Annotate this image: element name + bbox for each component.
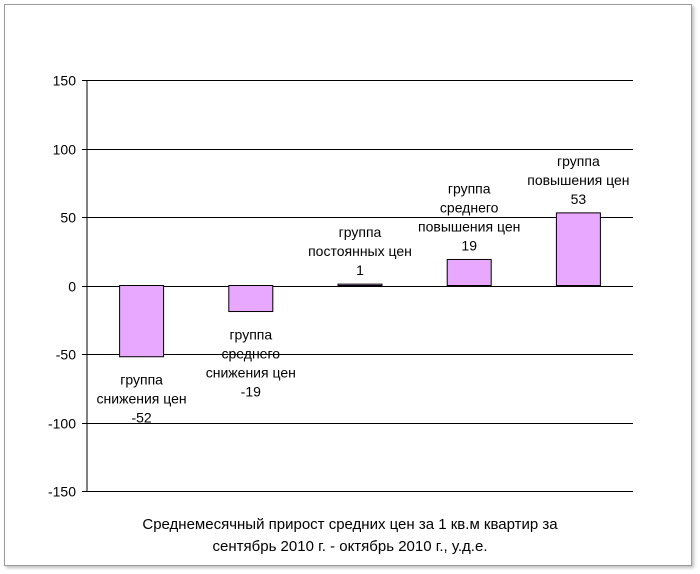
category-label: среднего: [222, 346, 281, 362]
bar: [337, 283, 383, 287]
data-label: группа постоянных цен 1: [308, 224, 412, 278]
caption-line-1: Среднемесячный прирост средних цен за 1 …: [142, 516, 558, 533]
category-label: снижения цен: [97, 391, 187, 407]
data-value-label: 1: [356, 262, 364, 278]
chart-caption: Среднемесячный прирост средних цен за 1 …: [0, 514, 700, 558]
category-label: группа: [339, 224, 382, 240]
data-value-label: 53: [571, 191, 587, 207]
caption-line-2: сентябрь 2010 г. - октябрь 2010 г., у.д.…: [212, 538, 488, 555]
category-label: постоянных цен: [308, 243, 412, 259]
category-label: группа: [448, 180, 491, 196]
bars: [119, 212, 601, 358]
y-tick-label: 100: [53, 142, 77, 158]
data-label: группа повышения цен 53: [527, 153, 629, 207]
data-value-label: 19: [461, 237, 477, 253]
data-label: группа среднего повышения цен 19: [418, 180, 520, 253]
data-labels: группа снижения цен -52 группа среднего сниже…: [97, 153, 630, 426]
y-axis-ticks: 150 100 50 0 -50 -100 -150: [48, 73, 87, 500]
category-label: повышения цен: [527, 172, 629, 188]
y-tick-label: 0: [68, 279, 76, 295]
y-tick-label: -100: [48, 416, 76, 432]
category-label: среднего: [440, 199, 499, 215]
bar: [119, 285, 165, 358]
y-tick-label: 50: [60, 210, 76, 226]
bar: [555, 212, 601, 286]
category-label: группа: [557, 153, 600, 169]
category-label: повышения цен: [418, 218, 520, 234]
y-tick-label: -150: [48, 484, 76, 500]
category-label: группа: [120, 372, 163, 388]
data-label: группа снижения цен -52: [97, 372, 187, 426]
data-label: группа среднего снижения цен -19: [206, 327, 296, 400]
gridlines: [86, 80, 633, 492]
category-label: снижения цен: [206, 365, 296, 381]
bar: [446, 258, 492, 287]
bar: [228, 285, 274, 313]
data-value-label: -52: [131, 410, 151, 426]
y-tick-label: -50: [56, 347, 76, 363]
data-value-label: -19: [241, 384, 261, 400]
y-tick-label: 150: [53, 73, 77, 89]
category-label: группа: [229, 327, 272, 343]
